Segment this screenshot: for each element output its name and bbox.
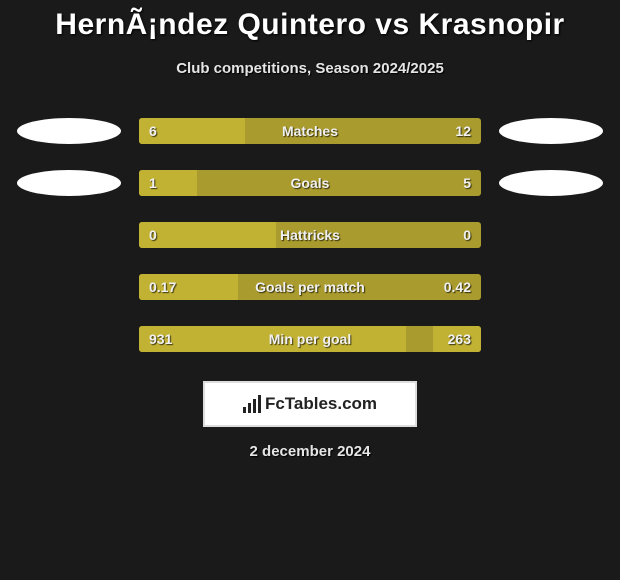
- stat-label: Min per goal: [269, 331, 351, 347]
- stat-label: Matches: [282, 123, 338, 139]
- value-left: 0.17: [149, 279, 176, 295]
- value-right: 0: [463, 227, 471, 243]
- stat-bar: 0.17 Goals per match 0.42: [139, 274, 481, 300]
- player-left-marker: [17, 118, 121, 144]
- value-right: 263: [448, 331, 471, 347]
- stat-label: Hattricks: [280, 227, 340, 243]
- stats-widget: HernÃ¡ndez Quintero vs Krasnopir Club co…: [0, 0, 620, 460]
- page-title: HernÃ¡ndez Quintero vs Krasnopir: [0, 8, 620, 42]
- value-left: 6: [149, 123, 157, 139]
- stat-bar: 1 Goals 5: [139, 170, 481, 196]
- stat-bar: 6 Matches 12: [139, 118, 481, 144]
- stat-row: 0.17 Goals per match 0.42: [0, 273, 620, 301]
- player-left-marker: [17, 170, 121, 196]
- value-right: 12: [455, 123, 471, 139]
- value-left: 0: [149, 227, 157, 243]
- stat-row: 931 Min per goal 263: [0, 325, 620, 353]
- stat-label: Goals per match: [255, 279, 365, 295]
- value-right: 0.42: [444, 279, 471, 295]
- stat-rows: 6 Matches 12 1 Goals 5 0 Hattricks 0 0.17 Goals pe…: [0, 117, 620, 353]
- player-right-marker: [499, 118, 603, 144]
- logo-text: FcTables.com: [265, 394, 377, 414]
- stat-bar: 0 Hattricks 0: [139, 222, 481, 248]
- date-line: 2 december 2024: [0, 443, 620, 460]
- source-logo[interactable]: FcTables.com: [203, 381, 417, 427]
- stat-row: 0 Hattricks 0: [0, 221, 620, 249]
- value-left: 1: [149, 175, 157, 191]
- stat-row: 6 Matches 12: [0, 117, 620, 145]
- subtitle: Club competitions, Season 2024/2025: [0, 60, 620, 77]
- stat-bar: 931 Min per goal 263: [139, 326, 481, 352]
- player-right-marker: [499, 170, 603, 196]
- value-right: 5: [463, 175, 471, 191]
- stat-row: 1 Goals 5: [0, 169, 620, 197]
- bar-fill-left: [139, 222, 276, 248]
- value-left: 931: [149, 331, 172, 347]
- bar-fill-left: [139, 170, 197, 196]
- stat-label: Goals: [291, 175, 330, 191]
- bar-chart-icon: [243, 395, 261, 413]
